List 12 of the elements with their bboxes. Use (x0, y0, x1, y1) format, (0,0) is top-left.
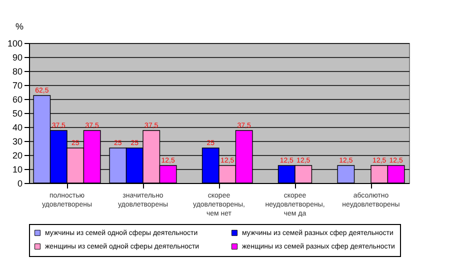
y-tick-label: 70 (12, 80, 22, 90)
y-axis-title: % (16, 22, 24, 32)
y-tick-label: 90 (12, 52, 22, 62)
y-tick-label: 30 (12, 136, 22, 146)
y-tick-label: 100 (7, 38, 22, 48)
y-tick-label: 60 (12, 94, 22, 104)
y-tick-label: 0 (17, 178, 22, 188)
y-tick-label: 80 (12, 66, 22, 76)
y-tick-label: 40 (12, 122, 22, 132)
y-tick-label: 50 (12, 108, 22, 118)
y-tick-label: 20 (12, 150, 22, 160)
y-tick-label: 10 (12, 164, 22, 174)
